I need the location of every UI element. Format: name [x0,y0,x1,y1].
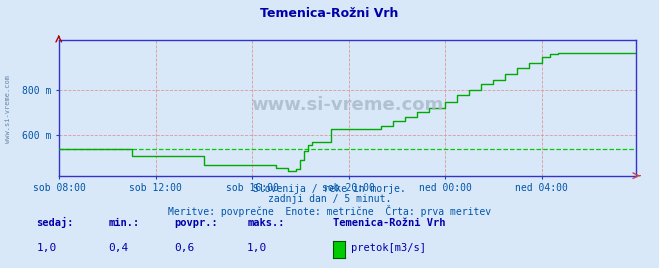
Text: Meritve: povprečne  Enote: metrične  Črta: prva meritev: Meritve: povprečne Enote: metrične Črta:… [168,205,491,217]
Text: Temenica-Rožni Vrh: Temenica-Rožni Vrh [333,218,445,228]
Text: Temenica-Rožni Vrh: Temenica-Rožni Vrh [260,7,399,20]
Text: Slovenija / reke in morje.: Slovenija / reke in morje. [253,184,406,193]
Text: 0,6: 0,6 [175,243,195,252]
Text: 1,0: 1,0 [247,243,268,252]
Text: zadnji dan / 5 minut.: zadnji dan / 5 minut. [268,194,391,204]
Text: min.:: min.: [109,218,140,228]
Text: www.si-vreme.com: www.si-vreme.com [5,75,11,143]
Text: povpr.:: povpr.: [175,218,218,228]
Text: pretok[m3/s]: pretok[m3/s] [351,243,426,252]
Text: www.si-vreme.com: www.si-vreme.com [252,96,444,114]
Text: maks.:: maks.: [247,218,285,228]
Text: 1,0: 1,0 [36,243,57,252]
Text: sedaj:: sedaj: [36,217,74,228]
Text: 0,4: 0,4 [109,243,129,252]
